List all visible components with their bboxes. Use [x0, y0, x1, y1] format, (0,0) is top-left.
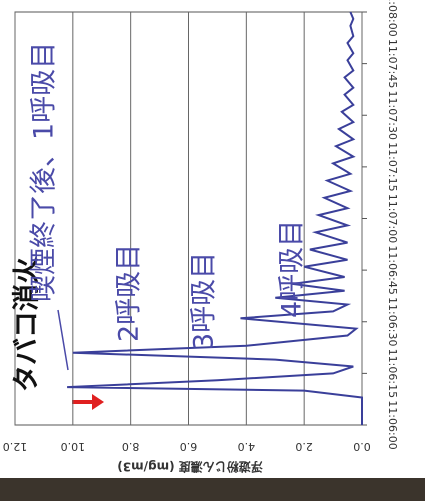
y-tick-label: 0.0: [353, 440, 371, 453]
y-tick-label: 6.0: [180, 440, 198, 453]
y-tick-label: 4.0: [238, 440, 256, 453]
x-tick-label: 11:07:00: [386, 194, 399, 243]
y-tick-label: 8.0: [122, 440, 140, 453]
x-tick-label: 11:07:30: [386, 91, 399, 140]
x-tick-label: 11:06:00: [386, 400, 399, 449]
annotation: 4呼吸目: [277, 220, 308, 318]
y-tick-label: 10.0: [61, 440, 86, 453]
annotation: 3呼吸目: [189, 252, 220, 350]
annotation: 2呼吸目: [114, 244, 145, 342]
y-axis-title: 浮遊粉じん濃度 (mg/m3): [117, 460, 262, 475]
x-tick-label: 11:06:15: [386, 349, 399, 398]
data-line: [67, 11, 363, 425]
annotation: タバコ消火: [12, 257, 43, 392]
red-arrow-head: [92, 394, 104, 410]
x-tick-label: 11:07:45: [386, 39, 399, 88]
x-tick-label: 11:06:45: [386, 245, 399, 294]
x-tick-label: 11:08:00: [386, 0, 399, 37]
annotation-connector: [57, 309, 69, 371]
x-tick-label: 11:06:30: [386, 297, 399, 346]
y-tick-label: 2.0: [295, 440, 313, 453]
annotation: 喫煙終了後、1呼吸目: [29, 42, 60, 302]
photo-edge: [0, 478, 425, 501]
x-tick-label: 11:07:15: [386, 142, 399, 191]
y-tick-label: 12.0: [3, 440, 28, 453]
